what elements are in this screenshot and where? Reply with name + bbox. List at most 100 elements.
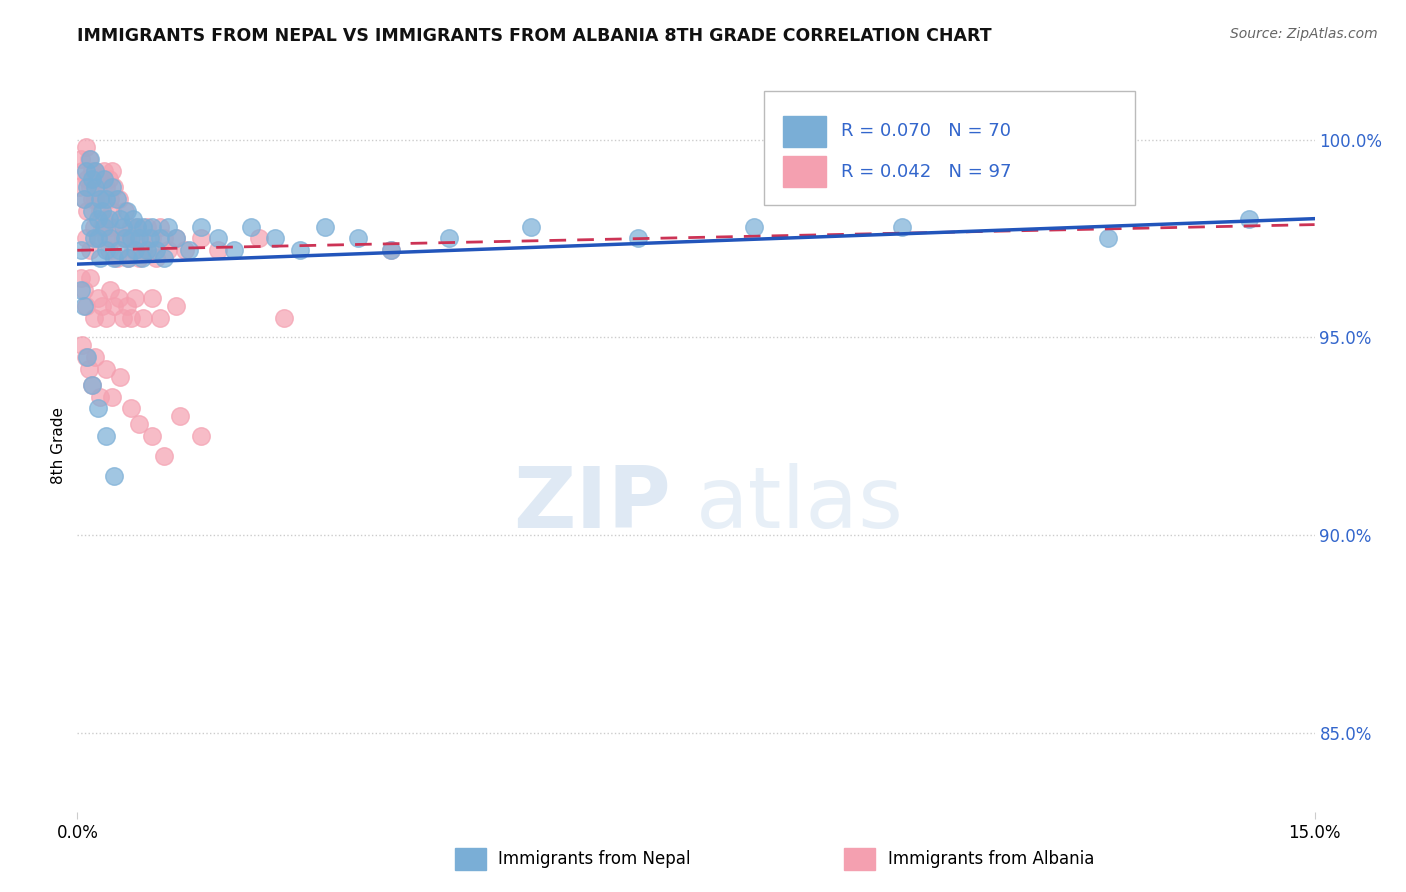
Point [82, 203, 104, 218]
Point [75, 164, 97, 178]
Bar [845, 848, 876, 871]
Point [82, 377, 104, 392]
Text: R = 0.042   N = 97: R = 0.042 N = 97 [841, 162, 1011, 181]
Point [82, 164, 104, 178]
Point [79, 180, 101, 194]
Point [76, 203, 98, 218]
Text: ZIP: ZIP [513, 463, 671, 546]
Point [110, 219, 132, 234]
Point [79, 271, 101, 285]
Point [132, 219, 155, 234]
FancyBboxPatch shape [763, 91, 1135, 204]
Point [91, 299, 114, 313]
Point [76, 180, 98, 194]
Point [115, 299, 138, 313]
Point [83, 310, 105, 325]
Bar [783, 116, 825, 147]
Point [114, 231, 136, 245]
Point [103, 468, 125, 483]
Point [288, 244, 311, 258]
Point [84, 350, 107, 364]
Point [83, 172, 105, 186]
Point [128, 251, 150, 265]
Point [125, 219, 148, 234]
Y-axis label: 8th Grade: 8th Grade [51, 408, 66, 484]
Point [98, 192, 121, 206]
Point [79, 153, 101, 167]
Point [742, 219, 765, 234]
Point [84, 180, 107, 194]
Point [165, 231, 187, 245]
Point [207, 244, 229, 258]
Point [120, 231, 142, 245]
Point [131, 231, 153, 245]
Point [97, 211, 120, 226]
Point [153, 231, 176, 245]
Point [93, 211, 115, 226]
Point [346, 231, 368, 245]
Point [264, 231, 287, 245]
Point [190, 429, 212, 443]
Point [73, 299, 96, 313]
Point [115, 203, 138, 218]
Point [84, 164, 107, 178]
Point [91, 203, 114, 218]
Point [627, 231, 650, 245]
Point [93, 172, 115, 186]
Point [67, 180, 90, 194]
Point [165, 231, 187, 245]
Point [105, 192, 128, 206]
Point [101, 390, 124, 404]
Point [87, 211, 110, 226]
Point [149, 231, 172, 245]
Point [136, 219, 159, 234]
Point [93, 164, 115, 178]
Point [207, 231, 229, 245]
Point [314, 219, 336, 234]
Point [76, 172, 98, 186]
Point [70, 271, 93, 285]
Point [157, 244, 180, 258]
Point [117, 251, 139, 265]
Point [132, 244, 155, 258]
Point [89, 390, 111, 404]
Point [79, 244, 101, 258]
Point [141, 219, 163, 234]
Point [82, 172, 104, 186]
Point [98, 219, 121, 234]
Point [96, 362, 118, 376]
Point [125, 219, 148, 234]
Point [87, 291, 110, 305]
Point [89, 251, 111, 265]
Point [120, 310, 142, 325]
Point [1237, 211, 1260, 226]
Point [72, 164, 94, 178]
Point [83, 231, 105, 245]
Point [96, 310, 118, 325]
Text: Source: ZipAtlas.com: Source: ZipAtlas.com [1230, 27, 1378, 41]
Point [149, 310, 172, 325]
Point [141, 291, 163, 305]
Point [76, 350, 98, 364]
Point [82, 377, 104, 392]
Bar [454, 848, 485, 871]
Point [122, 211, 145, 226]
Point [145, 244, 167, 258]
Point [97, 244, 120, 258]
Point [89, 192, 111, 206]
Point [91, 192, 114, 206]
Point [136, 244, 159, 258]
Point [111, 219, 134, 234]
Point [145, 251, 167, 265]
Point [73, 192, 96, 206]
Point [891, 219, 914, 234]
Point [122, 244, 145, 258]
Point [89, 172, 111, 186]
Point [111, 231, 134, 245]
Point [98, 231, 121, 245]
Point [107, 244, 129, 258]
Point [75, 350, 97, 364]
Point [96, 231, 118, 245]
Point [70, 283, 93, 297]
Point [128, 417, 150, 432]
